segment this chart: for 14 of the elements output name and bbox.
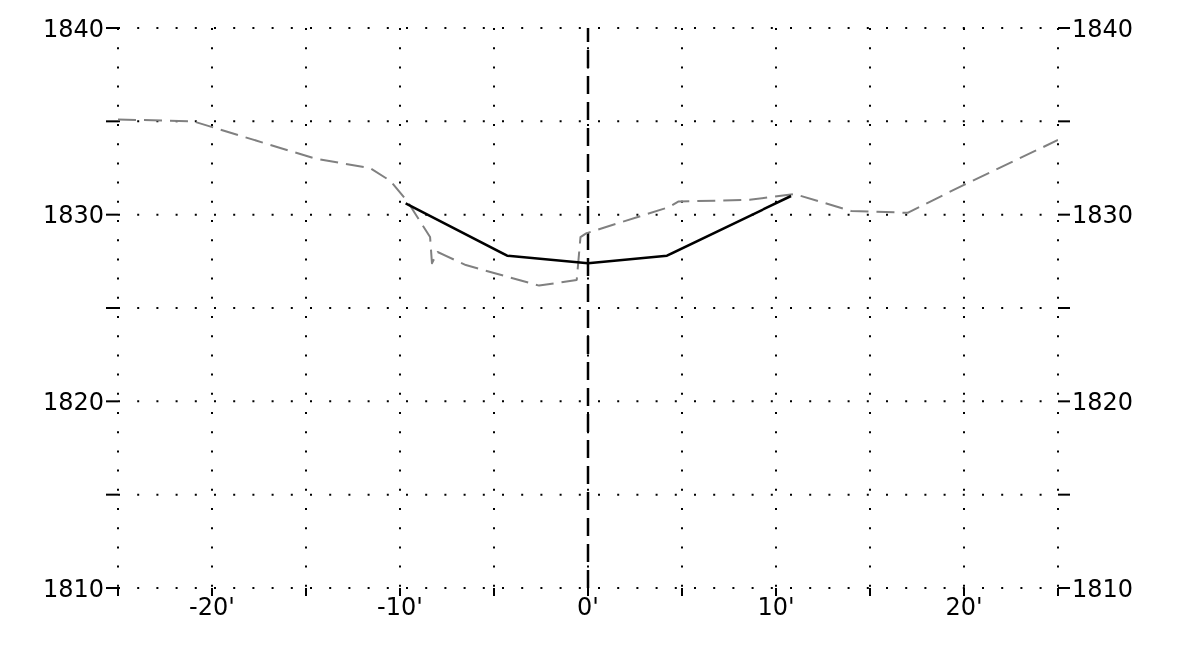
- y2-tick-label: 1810: [1072, 574, 1134, 603]
- line-series: [118, 118, 1058, 287]
- y-tick-label: 1820: [42, 387, 104, 416]
- y-tick-label: 1840: [42, 14, 104, 43]
- x-tick-label: 10': [757, 593, 795, 622]
- x-tick-label: -20': [189, 593, 235, 622]
- y2-tick-label: 1830: [1072, 201, 1134, 230]
- y2-tick-label: 1820: [1072, 387, 1134, 416]
- x-tick-label: 20': [945, 593, 983, 622]
- y2-tick-label: 1840: [1072, 14, 1134, 43]
- x-tick-label: -10': [377, 593, 423, 622]
- y-tick-label: 1810: [42, 574, 104, 603]
- y-tick-label: 1830: [42, 201, 104, 230]
- x-tick-label: 0': [577, 593, 599, 622]
